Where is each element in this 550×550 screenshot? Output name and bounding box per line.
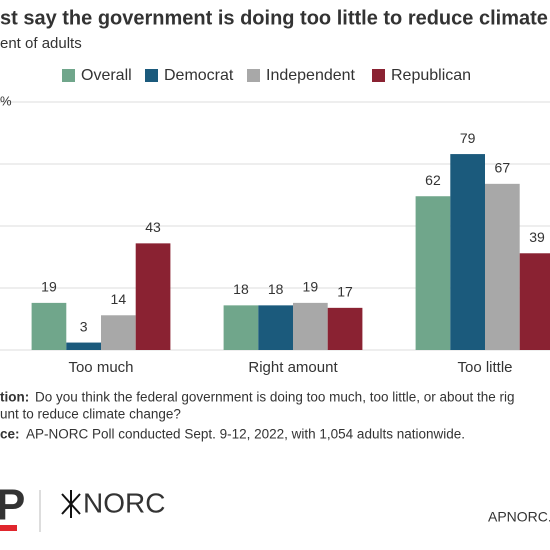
x-tick-label: Right amount — [248, 359, 338, 376]
value-label: 62 — [425, 172, 441, 188]
value-label: 19 — [41, 279, 57, 295]
ap-logo: P — [0, 481, 25, 530]
legend-swatch — [145, 69, 158, 82]
legend-swatch — [62, 69, 75, 82]
bar — [450, 154, 485, 350]
website: APNORC. — [488, 509, 550, 525]
ap-logo-bar — [0, 525, 17, 531]
legend-label: Independent — [266, 67, 356, 84]
value-label: 14 — [111, 291, 127, 307]
bar — [223, 305, 259, 350]
legend-swatch — [247, 69, 260, 82]
bar — [66, 342, 101, 350]
legend-label: Overall — [81, 67, 132, 84]
value-label: 17 — [337, 284, 353, 300]
legend-label: Republican — [391, 67, 471, 84]
legend-label: Democrat — [164, 67, 234, 84]
value-label: 79 — [460, 130, 476, 146]
norc-logo: NORC — [83, 487, 165, 518]
bar — [485, 183, 520, 350]
legend-swatch — [372, 69, 385, 82]
plot-area: 0255075%OverallDemocratIndependentRepubl… — [0, 67, 550, 376]
value-label: 18 — [268, 281, 284, 297]
bar — [327, 307, 363, 350]
bar — [415, 196, 451, 350]
value-label: 19 — [303, 279, 319, 295]
value-label: 3 — [80, 318, 88, 334]
bar — [293, 302, 328, 350]
bar — [101, 315, 136, 350]
bar — [31, 302, 67, 350]
question-label: tion: — [0, 390, 29, 405]
norc-star — [61, 490, 81, 518]
question-text: unt to reduce climate change? — [0, 407, 181, 422]
bar — [258, 305, 293, 350]
x-tick-label: Too little — [457, 359, 512, 376]
bar — [519, 253, 550, 350]
source-label: ce: — [0, 427, 20, 442]
bar — [135, 243, 171, 350]
chart-title: st say the government is doing too littl… — [0, 7, 550, 29]
question-text: Do you think the federal government is d… — [35, 390, 515, 405]
value-label: 67 — [495, 160, 511, 176]
x-tick-label: Too much — [68, 359, 133, 376]
value-label: 39 — [529, 229, 545, 245]
value-label: 18 — [233, 281, 249, 297]
chart-subtitle: ent of adults — [0, 35, 82, 52]
value-label: 43 — [145, 219, 161, 235]
source-text: AP-NORC Poll conducted Sept. 9-12, 2022,… — [26, 427, 465, 442]
y-tick-label: % — [0, 93, 12, 108]
